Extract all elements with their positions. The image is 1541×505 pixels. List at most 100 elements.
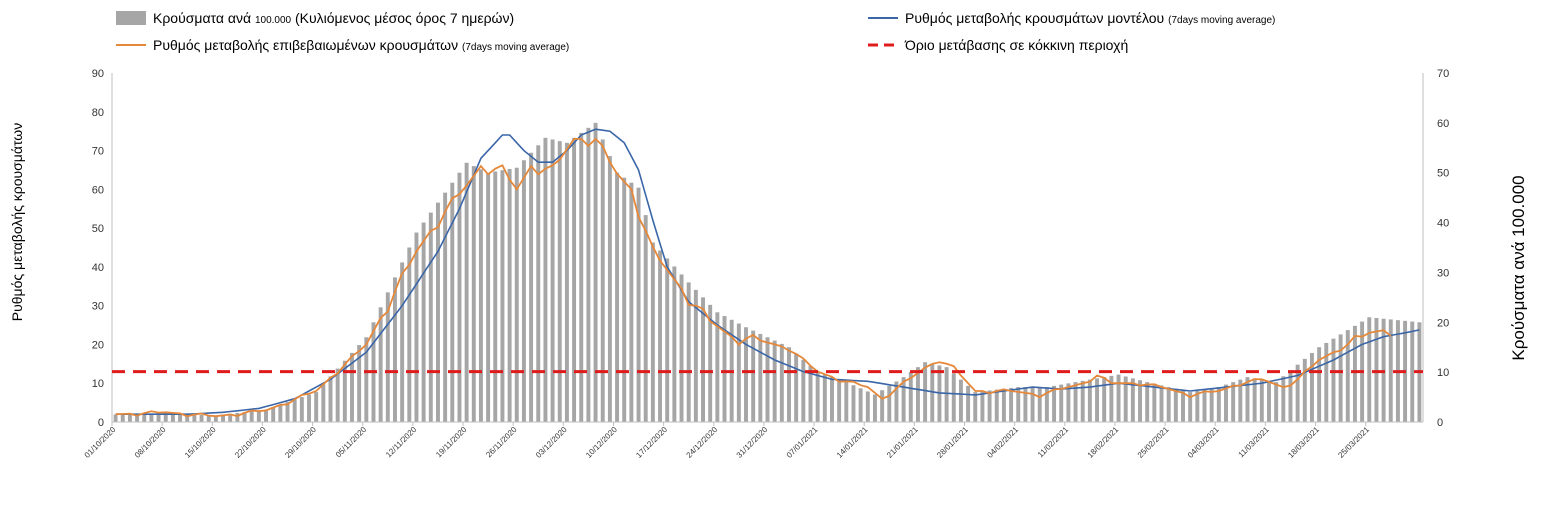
right-tick-label: 30 bbox=[1437, 267, 1449, 279]
bar bbox=[1345, 330, 1350, 422]
left-y-axis: 0 10 20 30 40 50 60 70 80 90 bbox=[92, 68, 113, 429]
bar bbox=[1181, 390, 1185, 422]
legend-bars-label: Κρούσματα ανά 100.000 (Κυλιόμενος μέσος … bbox=[153, 10, 514, 26]
bar bbox=[493, 171, 498, 422]
bar bbox=[192, 414, 197, 422]
bar bbox=[314, 392, 319, 422]
bar bbox=[787, 347, 791, 422]
bar bbox=[1209, 388, 1214, 422]
bar bbox=[1023, 387, 1028, 422]
bar bbox=[672, 266, 677, 422]
legend-model-label: Ρυθμός μεταβολής κρουσμάτων μοντέλου (7d… bbox=[905, 10, 1275, 26]
bar bbox=[1302, 358, 1307, 422]
bar bbox=[1281, 376, 1286, 422]
bar bbox=[163, 413, 168, 422]
x-tick-label: 31/12/2020 bbox=[735, 425, 770, 460]
x-tick-label: 05/11/2020 bbox=[334, 425, 369, 460]
bar bbox=[529, 152, 534, 422]
right-axis-title: Κρούσματα ανά 100.000 bbox=[1509, 175, 1528, 360]
bar bbox=[915, 367, 920, 422]
bar bbox=[701, 297, 705, 422]
left-tick-label: 70 bbox=[92, 146, 104, 158]
bar bbox=[1188, 392, 1193, 422]
bar bbox=[478, 169, 483, 422]
left-axis-title: Ρυθμός μεταβολής κρουσμάτων bbox=[9, 123, 25, 321]
bar bbox=[350, 352, 354, 422]
legend: Κρούσματα ανά 100.000 (Κυλιόμενος μέσος … bbox=[116, 10, 1275, 53]
bar bbox=[1109, 375, 1114, 422]
bar bbox=[321, 384, 326, 422]
bar bbox=[457, 172, 462, 422]
left-tick-label: 30 bbox=[92, 301, 104, 313]
bar bbox=[307, 394, 311, 422]
bar bbox=[772, 340, 777, 422]
bar bbox=[658, 250, 663, 422]
bar bbox=[1238, 379, 1243, 422]
x-tick-label: 11/02/2021 bbox=[1036, 425, 1071, 460]
bar bbox=[1173, 388, 1178, 422]
bar bbox=[1388, 319, 1393, 422]
bar bbox=[579, 132, 584, 423]
bar bbox=[256, 410, 261, 422]
bar bbox=[1073, 382, 1078, 422]
bar bbox=[1095, 378, 1100, 422]
bar bbox=[622, 177, 627, 422]
bar bbox=[135, 413, 140, 422]
left-tick-label: 90 bbox=[92, 68, 104, 80]
left-tick-label: 40 bbox=[92, 262, 104, 274]
confirmed-rate-line bbox=[115, 137, 1392, 418]
bar bbox=[170, 413, 175, 422]
x-tick-label: 01/10/2020 bbox=[83, 425, 118, 460]
bar bbox=[285, 402, 290, 422]
bar bbox=[1309, 353, 1314, 422]
bar bbox=[958, 379, 963, 422]
bar bbox=[951, 373, 956, 422]
bar bbox=[199, 414, 204, 422]
bar bbox=[514, 167, 519, 422]
bar bbox=[865, 391, 870, 422]
x-tick-label: 04/02/2021 bbox=[985, 425, 1020, 460]
bar bbox=[837, 379, 842, 422]
right-tick-label: 10 bbox=[1437, 367, 1449, 379]
bar bbox=[1202, 389, 1207, 422]
bar bbox=[607, 156, 612, 422]
bar bbox=[944, 367, 949, 422]
bar bbox=[228, 413, 233, 422]
left-tick-label: 60 bbox=[92, 184, 104, 196]
x-tick-label: 19/11/2020 bbox=[434, 425, 469, 460]
bar bbox=[636, 187, 641, 422]
x-tick-label: 04/03/2021 bbox=[1186, 425, 1221, 460]
bar bbox=[185, 414, 190, 422]
right-tick-label: 20 bbox=[1437, 317, 1449, 329]
bars-series bbox=[113, 122, 1422, 423]
x-tick-label: 28/01/2021 bbox=[935, 425, 970, 460]
bar bbox=[450, 182, 455, 422]
bar bbox=[1016, 387, 1021, 422]
bar bbox=[1245, 377, 1250, 422]
bar bbox=[1152, 383, 1157, 422]
bar bbox=[980, 391, 985, 422]
bar bbox=[120, 414, 125, 422]
x-tick-label: 18/02/2021 bbox=[1086, 425, 1121, 460]
bar bbox=[1087, 379, 1092, 422]
bar bbox=[149, 413, 154, 422]
bar bbox=[435, 202, 440, 422]
legend-confirmed-label: Ρυθμός μεταβολής επιβεβαιωμένων κρουσμάτ… bbox=[153, 37, 569, 53]
model-rate-line bbox=[115, 128, 1420, 415]
left-tick-label: 50 bbox=[92, 223, 104, 235]
bar bbox=[486, 172, 491, 422]
bar bbox=[385, 292, 390, 422]
bar bbox=[221, 414, 226, 422]
bar bbox=[901, 377, 906, 422]
bar bbox=[1324, 342, 1329, 422]
bar bbox=[923, 362, 928, 422]
bar bbox=[299, 397, 304, 422]
right-tick-label: 50 bbox=[1437, 168, 1449, 180]
left-tick-label: 0 bbox=[98, 417, 104, 429]
bar bbox=[1001, 388, 1006, 422]
bar bbox=[1102, 377, 1107, 422]
bar bbox=[987, 390, 992, 422]
bar bbox=[235, 412, 240, 422]
bar bbox=[1367, 317, 1372, 422]
bar bbox=[342, 360, 347, 422]
